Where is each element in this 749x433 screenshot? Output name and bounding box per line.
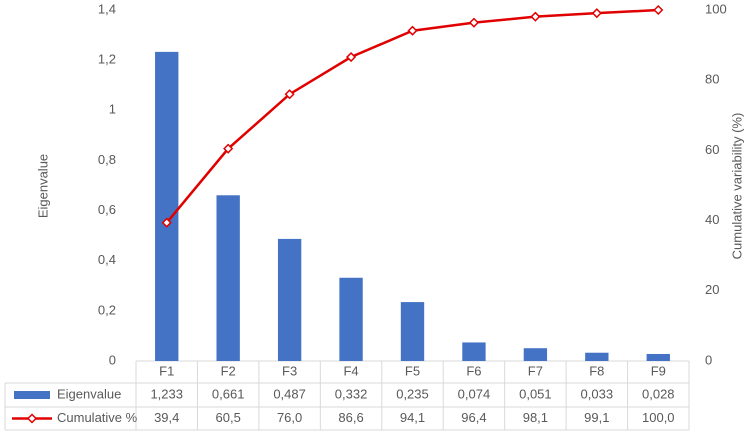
line-marker	[407, 25, 418, 36]
bar	[339, 277, 363, 361]
table-value: 76,0	[277, 410, 302, 425]
legend-label: Eigenvalue	[57, 386, 121, 401]
y2-tick-label: 60	[705, 142, 719, 157]
bar	[155, 51, 179, 361]
bar	[216, 195, 240, 361]
y2-tick-label: 0	[705, 352, 712, 367]
table-value: 99,1	[584, 410, 609, 425]
table-value: 0,033	[581, 386, 614, 401]
table-value: 98,1	[523, 410, 548, 425]
line-marker	[223, 143, 234, 154]
x-tick-label: F6	[466, 363, 481, 378]
x-tick-label: F1	[159, 363, 174, 378]
x-tick-label: F3	[282, 363, 297, 378]
bar	[523, 348, 548, 361]
table-value: 0,487	[273, 386, 306, 401]
bar	[646, 353, 670, 361]
line-marker	[161, 217, 172, 228]
legend-label: Cumulative %	[57, 410, 138, 425]
x-tick-label: F8	[589, 363, 604, 378]
line-marker	[345, 51, 357, 63]
table-value: 0,051	[519, 386, 552, 401]
line-marker	[653, 4, 664, 16]
line	[165, 8, 659, 224]
bar	[400, 302, 425, 361]
table-value: 1,233	[150, 386, 183, 401]
y-tick-label: 1,4	[98, 1, 116, 16]
legend-key	[26, 413, 38, 424]
x-tick-label: F4	[343, 363, 358, 378]
y-tick-label: 0,8	[98, 152, 116, 167]
x-tick-label: F5	[405, 363, 420, 378]
x-tick-label: F7	[528, 363, 543, 378]
y2-tick-label: 20	[705, 282, 719, 297]
y-tick-label: 1,2	[98, 52, 116, 67]
y-tick-label: 0,6	[98, 202, 116, 217]
table-value: 0,235	[396, 386, 429, 401]
x-tick-label: F9	[651, 363, 666, 378]
legend-key	[14, 391, 50, 399]
table-value: 96,4	[461, 410, 486, 425]
line-marker	[468, 17, 480, 28]
y2-axis-title: Cumulative variability (%)	[729, 113, 744, 260]
line-marker	[530, 11, 541, 22]
line-marker	[591, 8, 602, 19]
table-value: 94,1	[400, 410, 425, 425]
bar	[462, 342, 486, 361]
table-value: 0,661	[212, 386, 245, 401]
y2-tick-label: 80	[705, 72, 719, 87]
table-value: 86,6	[338, 410, 363, 425]
line-marker	[284, 89, 295, 100]
y2-tick-label: 40	[705, 212, 719, 227]
bar	[585, 352, 609, 361]
y-axis-title: Eigenvalue	[35, 154, 50, 218]
y-tick-label: 0,4	[98, 252, 116, 267]
bar	[277, 238, 302, 361]
y-tick-label: 0	[109, 352, 116, 367]
table-value: 0,332	[335, 386, 368, 401]
table-value: 0,074	[458, 386, 491, 401]
x-tick-label: F2	[221, 363, 236, 378]
table-value: 39,4	[154, 410, 179, 425]
table-value: 0,028	[642, 386, 675, 401]
y-tick-label: 0,2	[98, 302, 116, 317]
y-tick-label: 1	[109, 102, 116, 117]
table-value: 60,5	[216, 410, 241, 425]
table-value: 100,0	[642, 410, 675, 425]
y2-tick-label: 100	[705, 1, 727, 16]
